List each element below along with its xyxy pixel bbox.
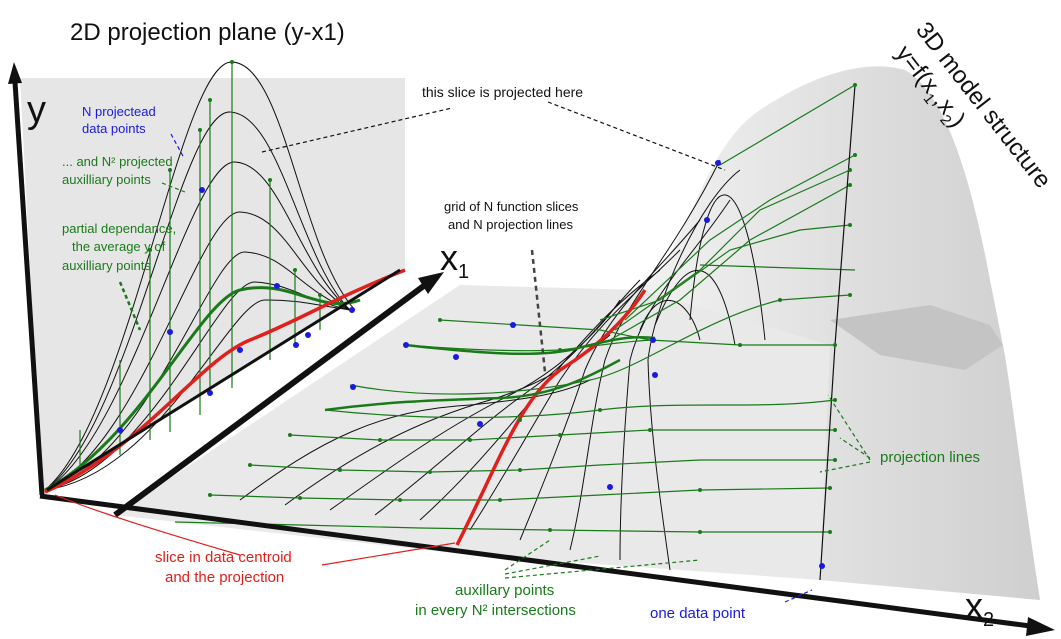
note-projection-lines: projection lines (880, 449, 980, 466)
axis-x1-label: x1 (440, 237, 469, 283)
partial-dependence-curve (44, 286, 361, 492)
axis-x2-label: x2 (965, 585, 994, 631)
note-aux-every-line1: auxillary points (455, 582, 554, 599)
auxiliary-points (148, 60, 857, 534)
red-leader-line-2 (54, 494, 241, 556)
note-slice-centroid-line2: and the projection (165, 569, 284, 586)
note-one-point: one data point (650, 605, 746, 622)
note-n-points-line2: data points (82, 121, 146, 136)
projection-lines-3d (174, 84, 856, 533)
note-grid-line2: and N projection lines (448, 217, 574, 232)
avg-slice-3d-2 (404, 335, 656, 356)
leader-lines (118, 101, 871, 603)
surface-shadow (830, 305, 1003, 370)
note-n-points-line1: N projectead (82, 104, 156, 119)
surface-floor (115, 285, 1040, 600)
note-pd-line1: partial dependance, (62, 221, 176, 236)
model-surface (640, 66, 1040, 601)
note-aux-every-line2: in every N² intersections (415, 602, 576, 619)
title-left: 2D projection plane (y-x1) (70, 19, 345, 46)
note-slice-centroid-line1: slice in data centroid (155, 549, 292, 566)
note-slice-projected: this slice is projected here (422, 84, 583, 100)
axes (8, 62, 1055, 636)
centroid-slice-curve (455, 289, 647, 546)
note-grid-line1: grid of N function slices (444, 199, 579, 214)
note-aux-line2: auxilliary points (62, 172, 151, 187)
note-pd-line2: the average y of (72, 239, 166, 254)
axis-y-label: y (27, 89, 46, 131)
note-pd-line3: auxilliary points (62, 258, 151, 273)
avg-slice-3d (324, 358, 621, 412)
note-aux-line1: ... and N² projected (62, 154, 173, 169)
data-points (117, 160, 825, 569)
red-leader-line (321, 542, 456, 566)
